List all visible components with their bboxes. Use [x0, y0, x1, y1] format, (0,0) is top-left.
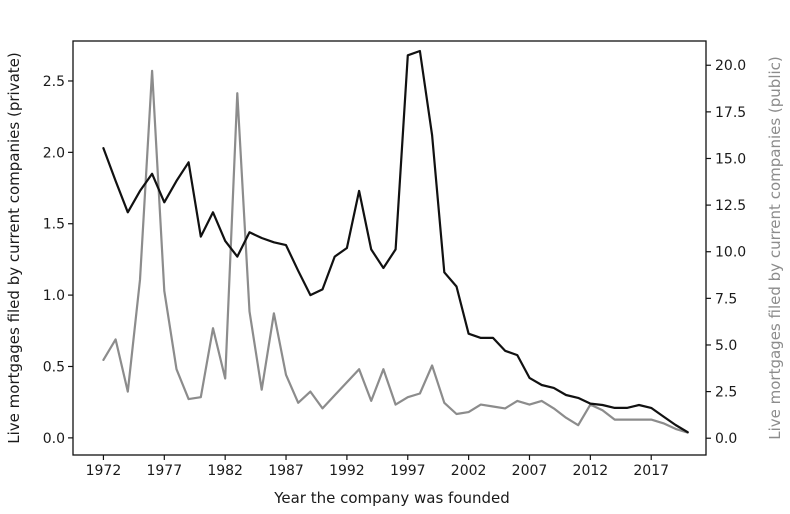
x-tick-label: 1982 — [207, 463, 243, 479]
right-y-tick-label: 20.0 — [715, 58, 746, 74]
right-y-tick-label: 7.5 — [715, 291, 737, 307]
left-y-tick-label: 1.5 — [43, 217, 65, 233]
x-axis-title: Year the company was founded — [273, 489, 510, 507]
x-tick-label: 2002 — [451, 463, 487, 479]
left-y-tick-label: 2.5 — [43, 74, 65, 90]
data-series — [102, 49, 689, 434]
tick-marks — [68, 64, 711, 460]
x-tick-label: 1992 — [329, 463, 365, 479]
right-y-tick-label: 17.5 — [715, 105, 746, 121]
x-tick-label: 2012 — [573, 463, 609, 479]
x-tick-label: 1972 — [86, 463, 122, 479]
x-tick-label: 1997 — [390, 463, 426, 479]
public-series-line — [102, 69, 689, 434]
right-y-tick-label: 15.0 — [715, 151, 746, 167]
right-y-tick-label: 10.0 — [715, 245, 746, 261]
left-y-axis-title: Live mortgages filed by current companie… — [5, 52, 23, 443]
left-y-tick-labels: 0.0 0.5 1.0 1.5 2.0 2.5 — [43, 74, 65, 447]
x-tick-label: 1977 — [146, 463, 182, 479]
left-y-tick-label: 1.0 — [43, 288, 65, 304]
left-y-tick-label: 0.5 — [43, 359, 65, 375]
right-y-tick-labels: 0.0 2.5 5.0 7.5 10.0 12.5 15.0 17.5 20.0 — [715, 58, 746, 447]
right-y-tick-label: 2.5 — [715, 385, 737, 401]
x-tick-label: 2007 — [512, 463, 548, 479]
right-y-tick-label: 12.5 — [715, 198, 746, 214]
left-y-tick-label: 0.0 — [43, 431, 65, 447]
plot-frame — [72, 40, 707, 456]
right-y-axis-title: Live mortgages filed by current companie… — [766, 56, 784, 440]
left-y-tick-label: 2.0 — [43, 145, 65, 161]
x-tick-label: 1987 — [268, 463, 304, 479]
private-series-line — [102, 49, 689, 434]
x-tick-labels: 1972 1977 1982 1987 1992 1997 2002 2007 2012 2017 — [86, 463, 669, 479]
x-tick-label: 2017 — [633, 463, 669, 479]
right-y-tick-label: 5.0 — [715, 338, 737, 354]
right-y-tick-label: 0.0 — [715, 431, 737, 447]
